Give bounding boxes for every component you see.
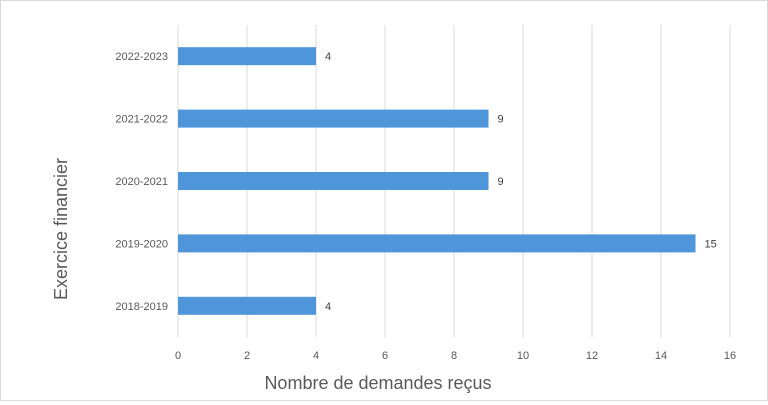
- bars: [178, 47, 696, 315]
- bar: [178, 296, 316, 315]
- category-labels: 2022-2023 2021-2022 2020-2021 2019-2020 2018…: [115, 51, 168, 313]
- data-label: 4: [325, 51, 331, 63]
- x-tick-label: 4: [313, 350, 319, 362]
- data-label: 15: [705, 238, 717, 250]
- x-axis-title: Nombre de demandes reçus: [264, 373, 491, 393]
- x-tick-labels: 0 2 4 6 8 10 12 14 16: [175, 350, 736, 362]
- category-label: 2018-2019: [115, 301, 168, 313]
- x-tick-label: 0: [175, 350, 181, 362]
- y-axis-title: Exercice financier: [51, 158, 71, 300]
- x-tick-label: 12: [586, 350, 598, 362]
- category-label: 2021-2022: [115, 114, 168, 126]
- x-tick-label: 6: [382, 350, 388, 362]
- bar: [178, 172, 489, 190]
- category-label: 2019-2020: [115, 238, 168, 250]
- data-label: 4: [325, 301, 331, 313]
- category-label: 2022-2023: [115, 51, 168, 63]
- data-labels: 4 9 9 15 4: [325, 51, 717, 313]
- bar: [178, 234, 696, 253]
- x-tick-label: 10: [517, 350, 529, 362]
- data-label: 9: [498, 176, 504, 188]
- x-tick-label: 16: [724, 350, 736, 362]
- x-tick-label: 14: [655, 350, 667, 362]
- bar: [178, 109, 489, 128]
- x-tick-label: 2: [244, 350, 250, 362]
- bar: [178, 47, 316, 66]
- category-label: 2020-2021: [115, 176, 168, 188]
- x-tick-label: 8: [451, 350, 457, 362]
- data-label: 9: [498, 114, 504, 126]
